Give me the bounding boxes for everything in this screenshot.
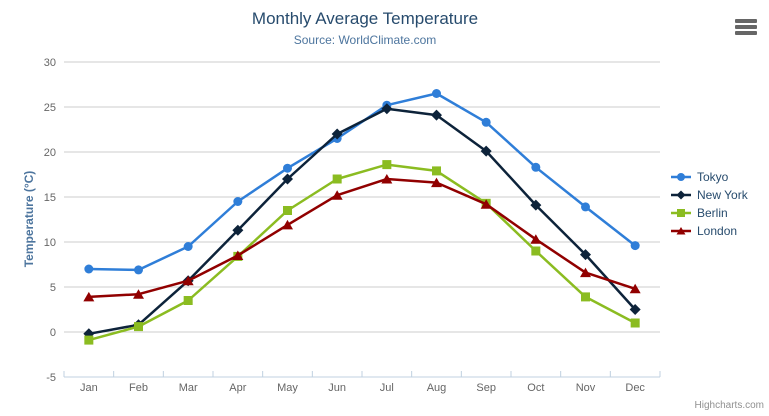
series-line-new-york	[87, 107, 637, 336]
data-point-new-york-jun[interactable]	[331, 128, 343, 140]
hamburger-menu-icon[interactable]	[735, 19, 757, 37]
data-point-berlin-mar[interactable]	[183, 296, 193, 305]
data-point-berlin-feb[interactable]	[134, 322, 143, 332]
legend-label: London	[697, 224, 738, 238]
y-tick-label: 30	[44, 57, 56, 69]
legend: Tokyo New York Berlin London	[670, 168, 748, 240]
x-tick-label: Apr	[229, 382, 246, 394]
credits-link[interactable]: Highcharts.com	[694, 400, 764, 411]
data-point-tokyo-jan[interactable]	[84, 264, 94, 274]
legend-item-london[interactable]: London	[670, 222, 748, 240]
data-point-new-york-apr[interactable]	[232, 224, 244, 236]
data-point-london-apr[interactable]	[232, 250, 244, 261]
data-point-tokyo-aug[interactable]	[432, 89, 441, 98]
data-point-berlin-jan[interactable]	[84, 335, 94, 345]
data-point-london-may[interactable]	[282, 219, 293, 230]
data-point-tokyo-feb[interactable]	[134, 265, 143, 275]
data-point-berlin-jun[interactable]	[332, 174, 342, 184]
x-tick-label: Feb	[129, 382, 148, 394]
data-point-london-oct[interactable]	[530, 234, 542, 244]
data-point-berlin-nov[interactable]	[581, 292, 590, 302]
x-tick-label: Jul	[380, 382, 394, 394]
data-point-london-aug[interactable]	[431, 177, 442, 188]
data-point-new-york-sep[interactable]	[480, 145, 492, 157]
x-tick-label: Aug	[427, 382, 447, 394]
data-point-new-york-nov[interactable]	[580, 249, 591, 261]
data-point-tokyo-sep[interactable]	[481, 117, 491, 127]
data-point-london-jul[interactable]	[381, 174, 393, 184]
series-line-berlin	[87, 163, 637, 342]
y-tick-label: 25	[44, 102, 56, 114]
x-tick-label: Mar	[179, 382, 198, 394]
legend-label: Tokyo	[697, 170, 729, 184]
data-point-berlin-jul[interactable]	[382, 160, 392, 170]
data-point-tokyo-dec[interactable]	[630, 241, 640, 251]
x-tick-label: May	[277, 382, 298, 394]
data-point-london-mar[interactable]	[182, 275, 194, 286]
data-point-berlin-dec[interactable]	[630, 318, 640, 328]
legend-label: New York	[697, 188, 748, 202]
data-point-tokyo-may[interactable]	[283, 163, 292, 173]
chart-title: Monthly Average Temperature	[251, 9, 479, 28]
series-line-london	[87, 177, 637, 299]
data-point-london-feb[interactable]	[133, 289, 144, 299]
data-point-london-jan[interactable]	[83, 291, 95, 302]
data-point-tokyo-oct[interactable]	[531, 162, 541, 172]
x-tick-label: Nov	[576, 382, 596, 394]
legend-marker-square-icon	[671, 209, 691, 217]
data-point-tokyo-mar[interactable]	[183, 242, 193, 251]
x-tick-label: Oct	[527, 382, 544, 394]
data-point-tokyo-apr[interactable]	[233, 197, 243, 206]
chart-subtitle: Source: WorldClimate.com	[293, 33, 437, 47]
y-tick-label: 5	[50, 282, 56, 294]
legend-marker-circle-icon	[671, 173, 691, 181]
data-point-tokyo-nov[interactable]	[581, 202, 590, 212]
x-tick-label: Jun	[328, 382, 346, 394]
data-point-new-york-may[interactable]	[282, 173, 293, 185]
menu-bar	[735, 25, 757, 29]
legend-marker-diamond-icon	[671, 190, 691, 200]
menu-bar	[735, 19, 757, 23]
legend-item-berlin[interactable]: Berlin	[670, 204, 748, 222]
x-tick-label: Sep	[476, 382, 496, 394]
data-point-london-dec[interactable]	[629, 283, 641, 294]
y-tick-label: 15	[44, 192, 56, 204]
data-point-berlin-oct[interactable]	[531, 246, 541, 256]
data-point-new-york-oct[interactable]	[530, 199, 542, 211]
series-line-tokyo	[87, 92, 637, 272]
data-point-new-york-aug[interactable]	[431, 109, 442, 121]
x-tick-label: Jan	[80, 382, 98, 394]
data-point-berlin-aug[interactable]	[432, 166, 441, 176]
data-point-london-sep[interactable]	[480, 199, 492, 209]
data-point-new-york-dec[interactable]	[629, 304, 641, 315]
data-point-london-nov[interactable]	[580, 267, 591, 278]
data-point-london-jun[interactable]	[331, 190, 343, 200]
y-axis-title: Temperature (°C)	[22, 170, 36, 268]
y-tick-label: -5	[46, 372, 56, 384]
legend-item-new-york[interactable]: New York	[670, 186, 748, 204]
y-tick-label: 0	[50, 327, 56, 339]
y-tick-label: 10	[44, 237, 56, 249]
legend-marker-triangle-icon	[671, 227, 691, 235]
y-tick-label: 20	[44, 147, 56, 159]
legend-label: Berlin	[697, 206, 728, 220]
legend-item-tokyo[interactable]: Tokyo	[670, 168, 748, 186]
data-point-new-york-jul[interactable]	[381, 103, 393, 115]
menu-bar	[735, 31, 757, 35]
x-tick-label: Dec	[625, 382, 645, 394]
data-point-berlin-may[interactable]	[283, 206, 292, 215]
